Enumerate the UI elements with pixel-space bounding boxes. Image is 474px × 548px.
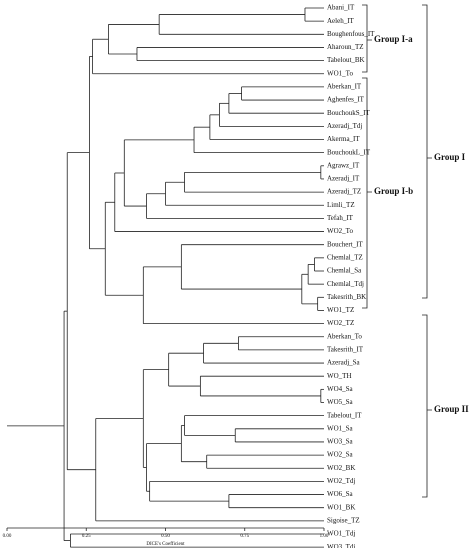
x-tick-label: 0.00 <box>3 534 12 539</box>
leaf-label: Bouchert_IT <box>327 240 363 248</box>
x-axis-label: DICE's Coefficient <box>146 542 185 547</box>
leaf-label: Tefah_IT <box>327 214 354 222</box>
leaf-label: WO_TH <box>327 372 352 380</box>
leaf-label: WO1_TZ <box>327 306 354 314</box>
leaf-label: Sigoise_TZ <box>327 516 360 524</box>
leaf-label: WO2_Sa <box>327 451 354 459</box>
leaf-label: WO2_TZ <box>327 319 354 327</box>
x-tick-label: 0.75 <box>240 534 249 539</box>
x-tick-label: 1.00 <box>320 534 329 539</box>
leaf-label: WO4_Sa <box>327 385 354 393</box>
leaf-label: WO1_Sa <box>327 424 354 432</box>
x-tick-label: 0.25 <box>82 534 91 539</box>
leaf-label: Aberkan_IT <box>327 83 362 91</box>
group-bracket <box>362 77 372 309</box>
leaf-label: BouchoukS_IT <box>327 109 371 117</box>
leaf-label: Akerma_IT <box>327 135 360 143</box>
leaf-label: WO1_Tdj <box>327 530 355 538</box>
leaf-label: Chemlal_TZ <box>327 253 363 261</box>
leaf-label: WO5_Sa <box>327 398 354 406</box>
leaf-label: Aberkan_To <box>327 332 362 340</box>
leaf-label: WO3_Sa <box>327 438 354 446</box>
group-label: Group II <box>434 404 469 414</box>
x-tick-label: 0.50 <box>161 534 170 539</box>
leaf-label: Aghenfes_IT <box>327 96 365 104</box>
leaf-label: Chemlal_Sa <box>327 267 362 275</box>
leaf-label: Azeradj_Tdj <box>327 122 362 130</box>
group-label: Group I <box>434 152 466 162</box>
group-bracket <box>422 314 432 498</box>
leaf-label: Abani_IT <box>327 4 355 12</box>
leaf-label: Azeradj_Sa <box>327 359 361 367</box>
group-label: Group I-a <box>374 34 413 44</box>
leaf-label: Takesrith_BK <box>327 293 366 301</box>
leaf-label: Agrawz_IT <box>327 161 360 169</box>
leaf-label: Chemlal_Tdj <box>327 280 364 288</box>
leaf-label: WO1_To <box>327 69 353 77</box>
group-label: Group I-b <box>374 186 413 196</box>
leaf-label: WO6_Sa <box>327 490 354 498</box>
leaf-label: Azeradj_TZ <box>327 188 361 196</box>
leaf-label: Aeleh_IT <box>327 17 355 25</box>
leaf-label: WO2_Tdj <box>327 477 355 485</box>
group-bracket <box>422 4 432 299</box>
leaf-label: Limli_TZ <box>327 201 355 209</box>
leaf-label: WO2_BK <box>327 464 355 472</box>
leaf-label: Boughenfous_IT <box>327 30 375 38</box>
leaf-label: Tabelout_BK <box>327 56 365 64</box>
leaf-label: Aharoun_TZ <box>327 43 364 51</box>
leaf-label: BouchoukL_IT <box>327 148 371 156</box>
group-bracket <box>362 4 372 73</box>
leaf-label: WO3_Tdj <box>327 543 355 548</box>
leaf-label: WO2_To <box>327 227 353 235</box>
leaf-label: WO1_BK <box>327 503 355 511</box>
leaf-label: Takesrith_IT <box>327 346 364 354</box>
leaf-label: Azeradj_IT <box>327 175 360 183</box>
leaf-label: Tabelout_IT <box>327 411 362 419</box>
